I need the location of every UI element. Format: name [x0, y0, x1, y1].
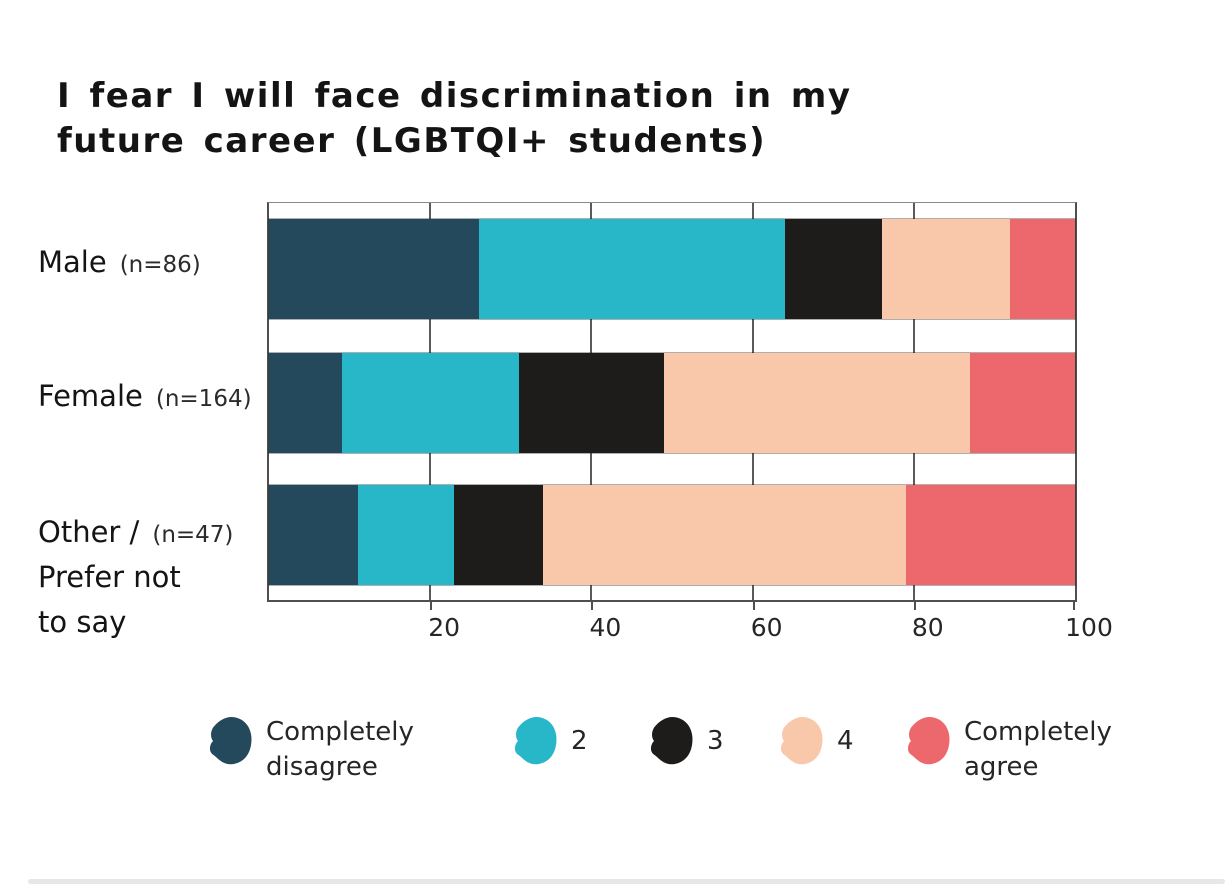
bar-segment [478, 219, 785, 319]
row-label: Male (n=86) [38, 242, 201, 287]
bar-segment [518, 353, 664, 453]
bar-segment [970, 353, 1075, 453]
chart-title-line1: I fear I will face discrimination in my [57, 76, 852, 116]
row-sample-size: (n=47) [152, 522, 234, 548]
bar-row [269, 219, 1075, 319]
x-tick-label: 20 [428, 613, 461, 642]
bar-segment [784, 219, 882, 319]
legend-swatch-blob-icon [780, 717, 823, 765]
legend-item: 3 [646, 710, 724, 772]
row-label-text: Prefer not [38, 560, 181, 594]
plot-area: 20 40 60 80 100 [267, 202, 1113, 642]
x-tick-mark [430, 601, 433, 610]
row-label-text: Other / [38, 515, 140, 549]
legend-label: 3 [707, 725, 724, 756]
x-tick-mark [1073, 601, 1075, 610]
bar-segment [1010, 219, 1075, 319]
bar-segment [454, 485, 544, 585]
legend-item: 4 [776, 710, 854, 772]
legend-label: 2 [571, 725, 588, 756]
row-sample-size: (n=164) [155, 386, 252, 412]
row-label-text: Male [38, 245, 107, 279]
legend-item: Completely disagree [205, 710, 414, 785]
legend-swatch-blob-icon [209, 717, 252, 765]
bar-segment [269, 353, 342, 453]
row-label: Other / (n=47) Prefer not to say [38, 512, 233, 647]
bar-segment [341, 353, 519, 453]
legend-item: Completely agree [903, 710, 1112, 785]
bar-segment [663, 353, 971, 453]
legend-swatch-blob-icon [514, 717, 557, 765]
x-tick-label: 40 [589, 613, 622, 642]
legend-label: Completely agree [964, 717, 1112, 782]
legend-swatch-blob-icon [907, 717, 950, 765]
bar-row [269, 353, 1075, 453]
row-label: Female (n=164) [38, 376, 252, 421]
x-tick-label: 80 [911, 613, 944, 642]
row-sample-size: (n=86) [119, 252, 201, 278]
row-label-text: Female [38, 379, 143, 413]
x-tick-label: 100 [1065, 613, 1113, 642]
legend-swatch-blob-icon [650, 717, 693, 765]
x-tick-mark [752, 601, 755, 610]
page-bottom-edge [28, 879, 1225, 884]
bar-segment [357, 485, 455, 585]
x-tick-mark [913, 601, 916, 610]
row-label-text: to say [38, 605, 127, 639]
chart-title-line2: future career (LGBTQI+ students) [57, 121, 767, 161]
bar-row [269, 485, 1075, 585]
bar-segment [905, 485, 1075, 585]
x-tick-mark [591, 601, 594, 610]
chart-title: I fear I will face discrimination in my … [57, 74, 852, 164]
legend-label: Completely disagree [266, 717, 414, 782]
legend: Completely disagree 2 3 4 Completely agree [0, 710, 1228, 820]
legend-label: 4 [837, 725, 854, 756]
x-tick-label: 60 [750, 613, 783, 642]
bar-segment [881, 219, 1011, 319]
legend-item: 2 [510, 710, 588, 772]
bar-segment [543, 485, 906, 585]
bar-segment [269, 219, 479, 319]
bar-segment [269, 485, 358, 585]
